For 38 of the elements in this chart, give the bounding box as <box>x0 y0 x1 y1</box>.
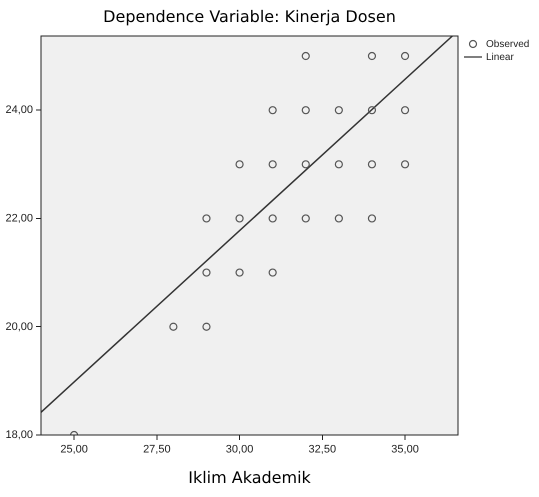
point <box>235 160 244 168</box>
point <box>368 52 376 60</box>
point <box>268 160 277 168</box>
chart-title: Dependence Variable: Kinerja Dosen <box>103 7 396 26</box>
point <box>368 214 376 223</box>
x-tick-label: 35,00 <box>391 444 419 456</box>
point <box>400 160 410 168</box>
x-tick-label: 25,00 <box>60 444 88 456</box>
point <box>368 160 376 168</box>
y-tick-label: 24,00 <box>5 104 33 116</box>
point <box>334 214 343 223</box>
x-tick-label: 32,50 <box>308 444 336 456</box>
legend-label: Observed <box>486 38 530 50</box>
legend-label: Linear <box>486 52 514 63</box>
point <box>302 214 310 223</box>
point <box>235 268 244 277</box>
point <box>268 214 277 223</box>
point <box>400 106 410 114</box>
point <box>268 106 277 114</box>
point <box>334 106 343 114</box>
y-tick-label: 22,00 <box>5 212 33 224</box>
point <box>268 268 277 277</box>
point <box>302 106 310 114</box>
point <box>400 52 410 60</box>
point <box>202 214 211 223</box>
x-axis-title: Iklim Akademik <box>188 468 312 487</box>
point <box>202 268 211 277</box>
x-tick-label: 30,00 <box>226 444 254 456</box>
x-tick-label: 27,50 <box>143 444 171 456</box>
point <box>368 106 376 114</box>
y-tick-label: 20,00 <box>5 320 33 333</box>
point <box>169 322 178 331</box>
point <box>202 322 211 331</box>
point <box>235 214 244 223</box>
point <box>334 160 343 168</box>
y-tick-label: 18,00 <box>5 429 33 442</box>
point <box>302 160 310 168</box>
point <box>302 52 310 60</box>
